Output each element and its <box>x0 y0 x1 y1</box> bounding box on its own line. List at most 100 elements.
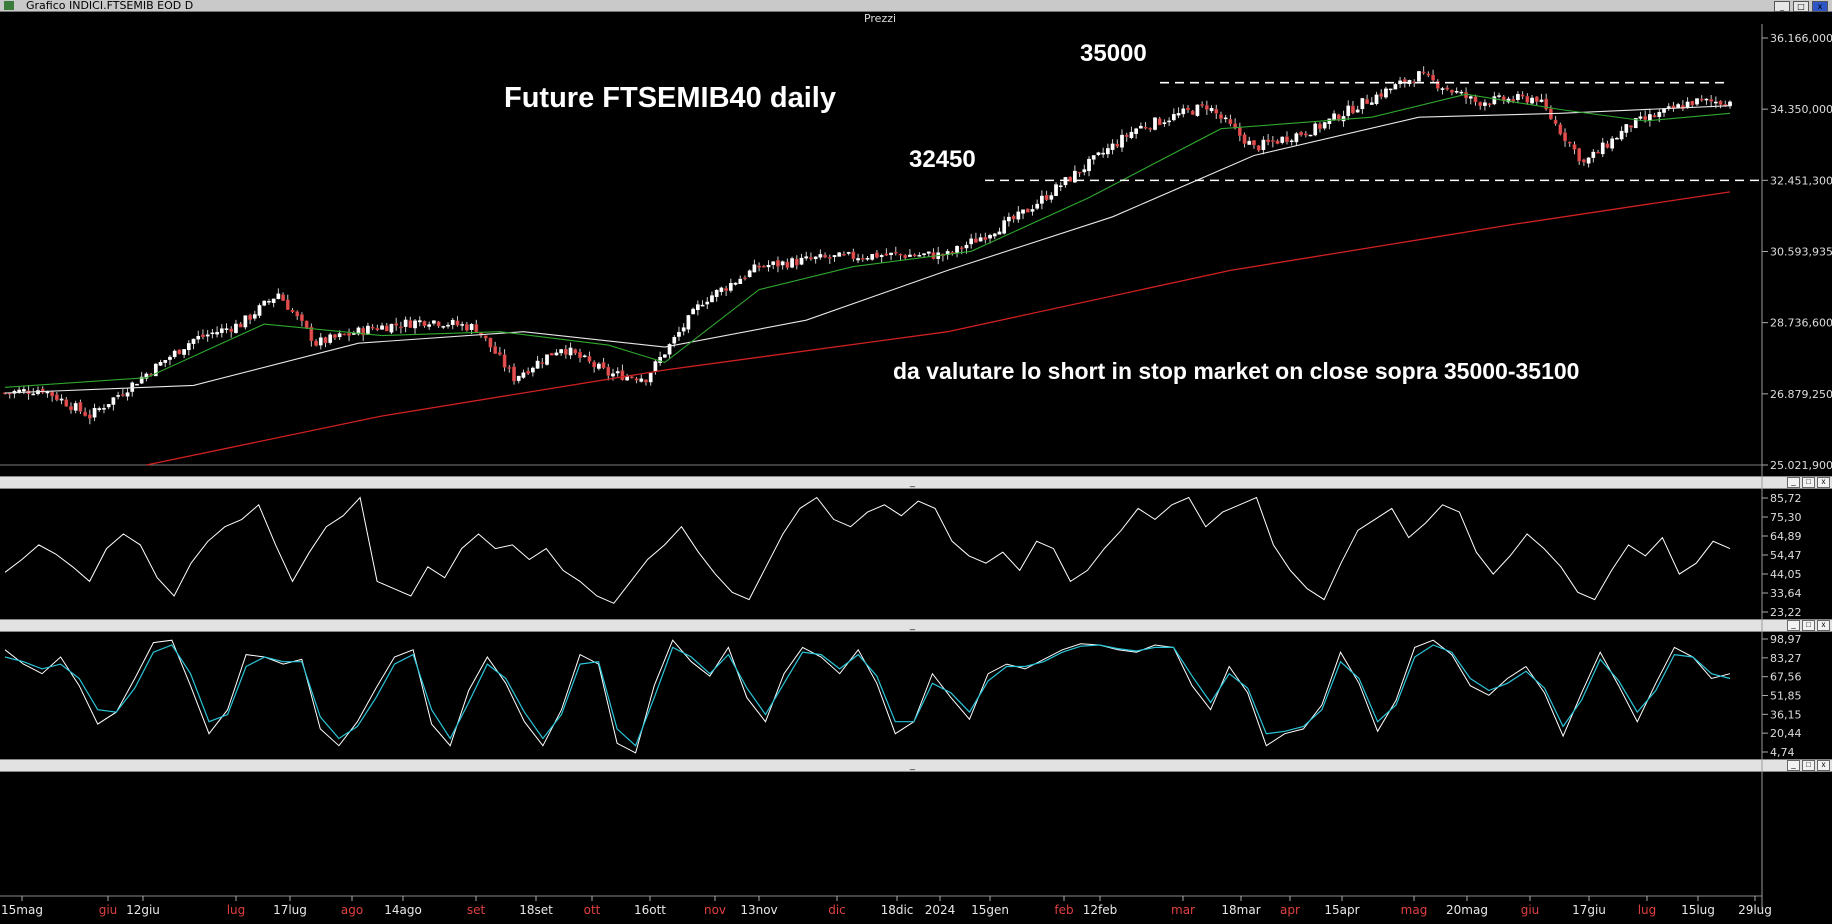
candle-body <box>257 305 262 316</box>
candle-body <box>1445 87 1450 90</box>
candle-body <box>1624 124 1629 133</box>
candle-body <box>1007 216 1011 222</box>
panel-close-icon[interactable]: x <box>1817 620 1830 631</box>
candle-body <box>1153 117 1157 130</box>
candle-body <box>172 350 177 357</box>
candle-body <box>988 234 992 239</box>
candle-body <box>1040 195 1044 204</box>
candle-body <box>1483 102 1487 106</box>
panel-splitter-1[interactable]: _ _ □ x <box>0 476 1832 489</box>
candle-body <box>1228 119 1233 125</box>
candle-body <box>460 324 465 326</box>
candle-body <box>1209 107 1214 112</box>
candle-body <box>356 327 361 335</box>
candle-body <box>1322 122 1327 129</box>
candle-body <box>1596 151 1600 154</box>
candle-body <box>403 319 408 327</box>
candle-body <box>347 332 351 336</box>
candle-body <box>498 352 502 355</box>
splitter-grip-icon: _ <box>910 620 916 630</box>
candle-body <box>64 399 69 407</box>
candle-body <box>427 324 432 327</box>
x-axis-label: 20mag <box>1446 903 1488 917</box>
candle-body <box>285 299 290 310</box>
candle-body <box>1091 155 1096 160</box>
candle-body <box>1369 102 1374 105</box>
candle-body <box>1167 120 1171 123</box>
candle-body <box>526 371 531 374</box>
panel-close-icon[interactable]: x <box>1817 477 1830 488</box>
stoch-y-label: 4,74 <box>1770 746 1795 759</box>
candle-body <box>686 315 691 330</box>
panel-minimize-icon[interactable]: _ <box>1787 620 1800 631</box>
candle-body <box>1648 114 1652 121</box>
candle-body <box>865 258 870 260</box>
x-axis-label: 12giu <box>126 903 160 917</box>
candle-body <box>983 237 988 240</box>
rsi-y-label: 23,22 <box>1770 606 1802 619</box>
candle-body <box>1124 134 1129 137</box>
candle-body <box>1591 151 1596 158</box>
maximize-button[interactable]: □ <box>1793 1 1809 12</box>
candle-body <box>384 325 389 332</box>
minimize-button[interactable]: _ <box>1774 1 1790 12</box>
candle-body <box>1139 125 1143 129</box>
candle-body <box>1073 170 1077 183</box>
candle-body <box>1530 97 1534 104</box>
candle-body <box>724 288 728 291</box>
candle-body <box>483 335 488 339</box>
candle-body <box>691 308 695 315</box>
close-button[interactable]: x <box>1812 1 1828 12</box>
candle-body <box>1454 91 1459 93</box>
candle-body <box>1572 144 1577 150</box>
candle-body <box>1652 115 1657 118</box>
panel-minimize-icon[interactable]: _ <box>1787 477 1800 488</box>
candle-body <box>516 375 521 381</box>
candle-body <box>1492 96 1497 105</box>
panel-close-icon[interactable]: x <box>1817 760 1830 771</box>
price-y-label: 28.736,6000 <box>1770 317 1832 330</box>
level-high-label: 35000 <box>1080 40 1147 67</box>
candle-body <box>1172 114 1176 121</box>
stoch-d-line <box>4 644 1731 747</box>
x-axis-label: 17lug <box>273 903 307 917</box>
candle-body <box>1525 96 1530 103</box>
candle-body <box>493 346 498 354</box>
candle-body <box>672 337 677 344</box>
candle-body <box>870 253 875 260</box>
candle-body <box>1120 134 1124 148</box>
candle-body <box>380 325 384 330</box>
panel-maximize-icon[interactable]: □ <box>1802 477 1815 488</box>
window-controls: _ □ x <box>1774 1 1828 12</box>
candle-body <box>747 270 752 278</box>
candle-body <box>1464 92 1468 99</box>
candle-body <box>1082 169 1087 173</box>
candle-body <box>1252 140 1256 146</box>
candle-body <box>1242 134 1247 144</box>
panel-minimize-icon[interactable]: _ <box>1787 760 1800 771</box>
candle-body <box>1553 119 1558 124</box>
level-low-label: 32450 <box>909 146 976 173</box>
panel-maximize-icon[interactable]: □ <box>1802 620 1815 631</box>
candle-body <box>771 261 776 265</box>
candle-body <box>318 337 323 346</box>
candle-body <box>1704 98 1709 101</box>
panel-splitter-2[interactable]: _ _ □ x <box>0 619 1832 632</box>
candle-body <box>1417 71 1421 82</box>
candle-body <box>163 360 168 363</box>
candle-body <box>413 320 417 329</box>
candle-body <box>370 326 375 329</box>
panel-maximize-icon[interactable]: □ <box>1802 760 1815 771</box>
candle-body <box>1256 145 1261 151</box>
price-panel-label: Prezzi <box>863 12 897 25</box>
candle-body <box>1058 185 1063 188</box>
panel-splitter-3[interactable]: _ _ □ x <box>0 759 1832 772</box>
candle-body <box>785 261 790 268</box>
candle-body <box>1049 195 1054 200</box>
candle-body <box>78 402 83 412</box>
candle-body <box>837 252 842 257</box>
candle-body <box>964 244 969 249</box>
candle-body <box>1567 142 1572 144</box>
candle-body <box>1129 131 1134 139</box>
candle-body <box>1393 84 1398 90</box>
